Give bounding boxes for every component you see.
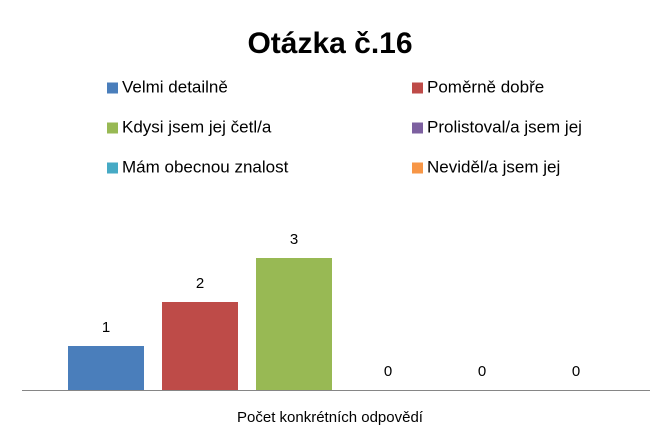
- legend-swatch: [412, 162, 423, 174]
- data-label: 0: [384, 363, 392, 380]
- legend-swatch: [107, 122, 118, 134]
- legend-label: Neviděl/a jsem jej: [427, 157, 560, 176]
- legend-label: Velmi detailně: [122, 77, 228, 96]
- legend-label: Kdysi jsem jej četl/a: [122, 117, 272, 136]
- data-label: 1: [102, 319, 110, 336]
- legend-label: Poměrně dobře: [427, 77, 544, 96]
- data-label: 2: [196, 275, 204, 292]
- data-label: 0: [572, 363, 580, 380]
- bar: [256, 258, 332, 390]
- data-label: 0: [478, 363, 486, 380]
- data-label: 3: [290, 231, 298, 248]
- bar: [162, 302, 238, 390]
- bar: [68, 346, 144, 390]
- legend-label: Mám obecnou znalost: [122, 157, 289, 176]
- chart-title: Otázka č.16: [247, 27, 412, 60]
- x-axis-label: Počet konkrétních odpovědí: [237, 409, 424, 426]
- legend-swatch: [412, 82, 423, 94]
- legend-swatch: [107, 82, 118, 94]
- legend-swatch: [412, 122, 423, 134]
- legend-swatch: [107, 162, 118, 174]
- legend-label: Prolistoval/a jsem jej: [427, 117, 582, 136]
